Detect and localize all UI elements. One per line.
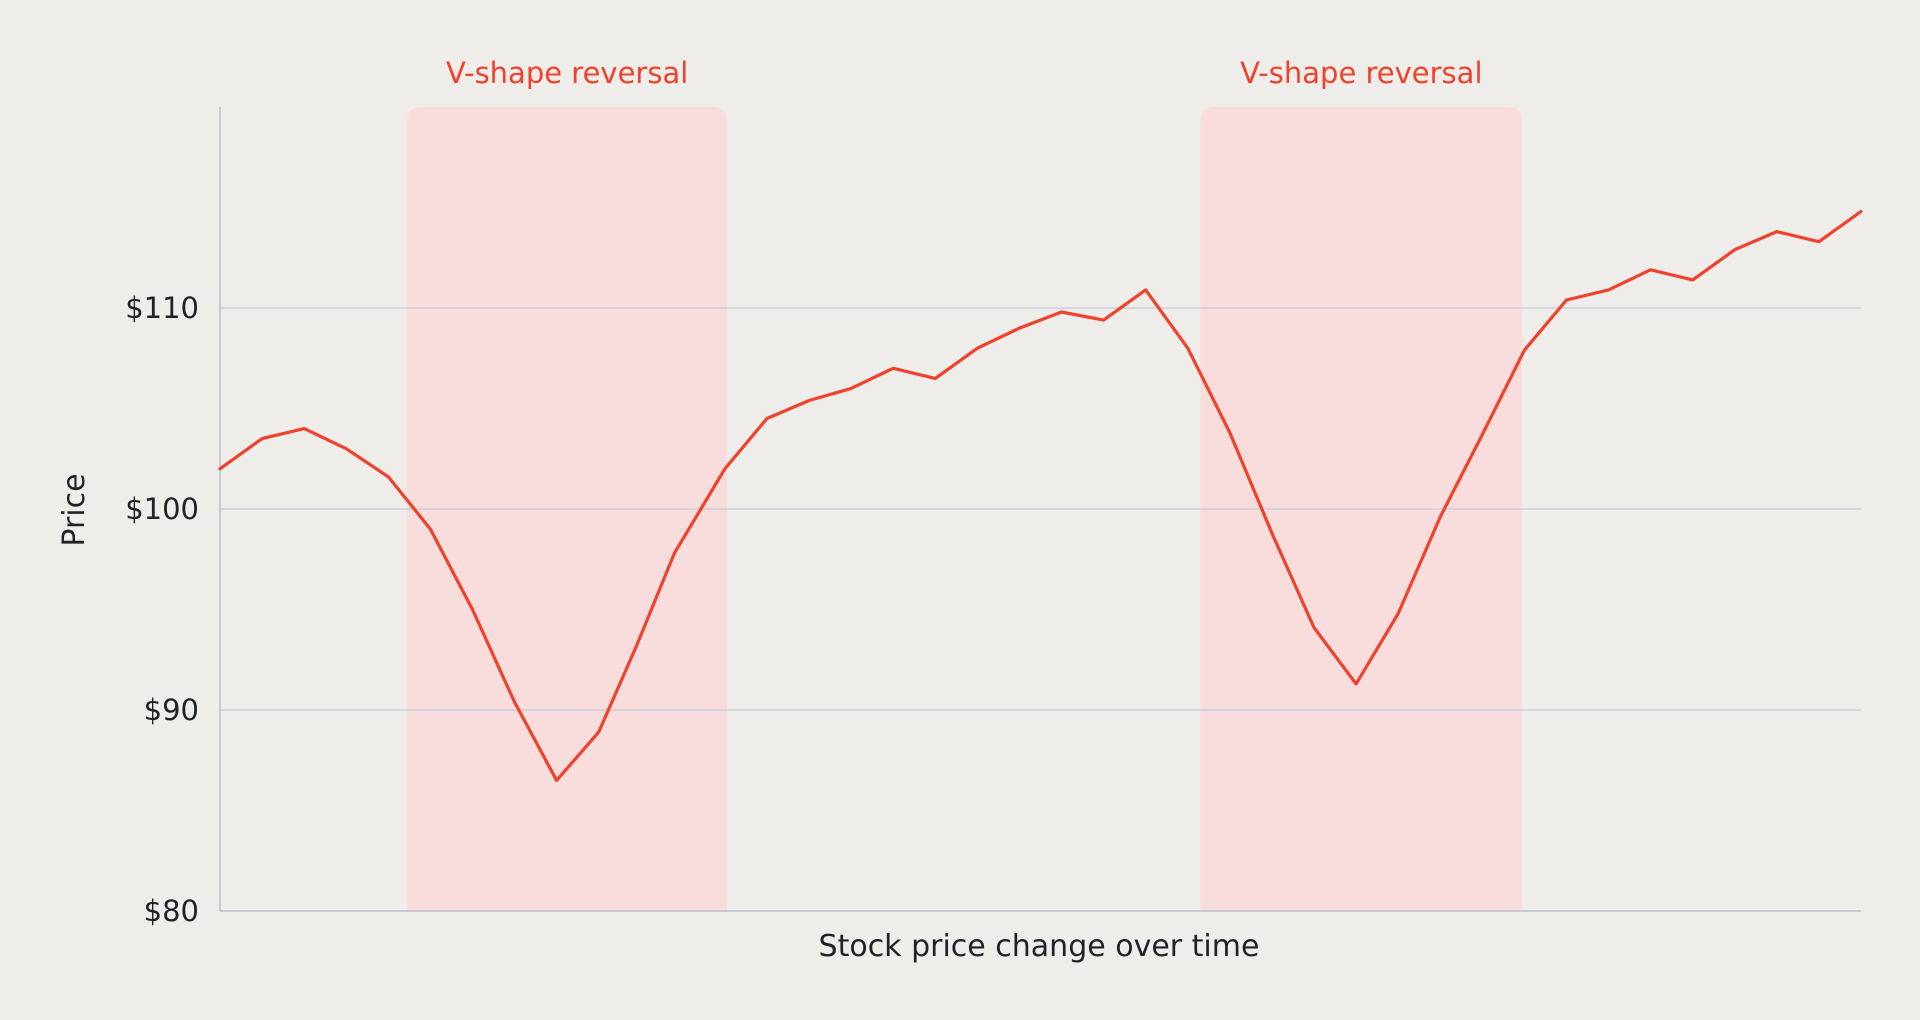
series-lines [218, 209, 1863, 783]
y-tick-label-100: $100 [125, 492, 199, 526]
annotation-bands: V-shape reversal V-shape reversal [407, 56, 1523, 911]
gridlines [220, 307, 1861, 711]
annotation-label-1: V-shape reversal [446, 56, 688, 90]
y-tick-label-90: $90 [144, 693, 199, 727]
y-tick-label-110: $110 [125, 291, 199, 325]
annotation-label-2: V-shape reversal [1240, 56, 1482, 90]
y-tick-label-80: $80 [144, 894, 199, 928]
y-axis-label: Price [57, 473, 92, 546]
axes [219, 107, 1861, 912]
x-axis-label: Stock price change over time [819, 929, 1260, 964]
y-tick-labels: $80 $90 $100 $110 [125, 291, 199, 928]
series-line-1 [218, 209, 1863, 783]
